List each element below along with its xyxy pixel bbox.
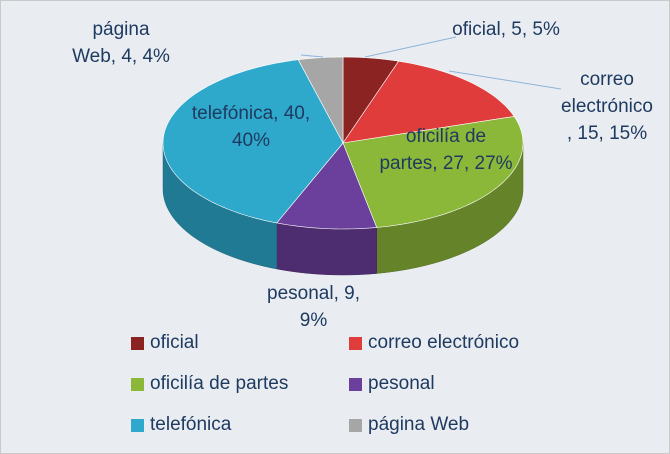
pie-slice: [162, 59, 344, 224]
data-label: oficial, 5, 5%: [452, 19, 560, 40]
legend-swatch: [131, 377, 144, 391]
legend-swatch: [131, 418, 144, 432]
data-label: oficilía de partes, 27, 27%: [379, 126, 513, 174]
legend-label: página Web: [368, 414, 470, 435]
leader-line: [448, 70, 562, 90]
legend-swatch: [131, 336, 144, 350]
data-label: telefónica, 40, 40%: [191, 103, 311, 151]
pie-slice: [297, 56, 344, 144]
pie-slice: [342, 56, 400, 144]
legend-swatch: [349, 377, 362, 391]
legend: oficial correo electrónico oficilía de par…: [131, 329, 569, 439]
pie-slice: [342, 116, 524, 228]
legend-item: pesonal: [349, 370, 569, 398]
legend-swatch: [349, 418, 362, 432]
legend-item: telefónica: [131, 411, 349, 439]
legend-label: telefónica: [150, 414, 232, 435]
data-label: página Web, 4, 4%: [72, 19, 170, 67]
data-label: pesonal, 9, 9%: [267, 283, 360, 331]
legend-label: correo electrónico: [368, 332, 520, 353]
legend-item: oficilía de partes: [131, 370, 349, 398]
legend-item: correo electrónico: [349, 329, 569, 357]
pie-side: [276, 222, 377, 276]
leader-line: [300, 54, 324, 58]
leader-line: [364, 36, 457, 58]
legend-label: oficilía de partes: [150, 373, 289, 394]
legend-swatch: [349, 336, 362, 350]
pie-slice: [342, 60, 515, 144]
legend-item: página Web: [349, 411, 569, 439]
legend-item: oficial: [131, 329, 349, 357]
pie-slice: [276, 142, 378, 230]
legend-label: pesonal: [368, 373, 435, 394]
legend-label: oficial: [150, 332, 199, 353]
data-label: correo electrónico, 15, 15%: [561, 69, 653, 144]
